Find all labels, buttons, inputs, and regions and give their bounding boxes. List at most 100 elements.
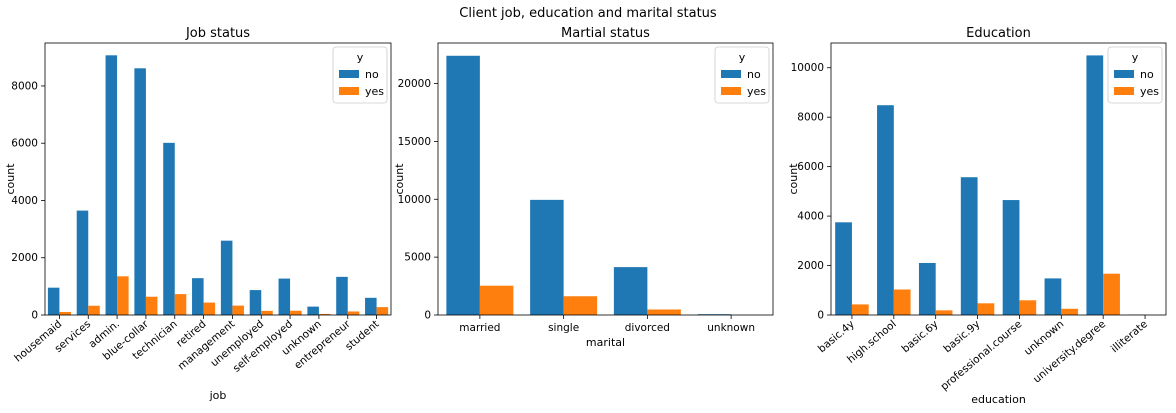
bar: [960, 177, 978, 315]
x-tick-label: basic.6y: [900, 318, 941, 355]
bar: [376, 307, 389, 315]
bar: [290, 310, 302, 315]
bar: [893, 289, 911, 315]
bar: [613, 267, 648, 315]
chart-title: Martial status: [561, 26, 650, 41]
bar: [530, 199, 564, 315]
bar: [174, 294, 187, 315]
bar: [134, 68, 146, 315]
bar: [365, 297, 377, 315]
legend-swatch: [339, 70, 359, 78]
x-tick-label: basic.9y: [941, 318, 982, 355]
bar: [307, 306, 319, 315]
legend-swatch: [721, 70, 741, 78]
x-tick-label: illiterate: [1109, 318, 1150, 355]
plot-frame: [830, 42, 1167, 316]
legend-entry: no: [365, 68, 379, 81]
y-tick-label: 2000: [797, 260, 824, 272]
y-tick-label: 10000: [398, 194, 431, 206]
bar: [347, 311, 360, 315]
bar: [563, 296, 598, 315]
bar: [47, 287, 60, 315]
y-tick-label: 4000: [797, 211, 824, 223]
bar: [1019, 300, 1037, 315]
bar: [220, 240, 233, 315]
y-tick-label: 8000: [797, 112, 824, 124]
bar: [935, 310, 953, 315]
legend-entry: yes: [365, 85, 384, 98]
bar: [145, 296, 158, 315]
bar: [88, 305, 100, 315]
bar: [203, 302, 216, 315]
y-axis-label: count: [787, 163, 800, 195]
y-axis-label: count: [393, 163, 406, 195]
bar: [59, 311, 71, 315]
y-tick-label: 10000: [791, 62, 824, 74]
y-tick-label: 4000: [11, 195, 38, 207]
y-tick-label: 0: [817, 310, 824, 322]
bar: [647, 309, 681, 315]
x-tick-label: single: [548, 322, 579, 334]
legend-title: y: [739, 51, 746, 64]
bar: [446, 55, 480, 316]
y-tick-label: 0: [424, 310, 431, 322]
bar: [1002, 200, 1020, 315]
x-tick-label: university.degree: [1031, 318, 1108, 385]
bar: [1103, 273, 1120, 315]
bar: [232, 305, 244, 315]
bar: [1086, 55, 1104, 316]
legend-swatch: [1114, 87, 1134, 95]
legend-swatch: [721, 87, 741, 95]
y-axis-label: count: [4, 163, 17, 195]
bar: [278, 278, 291, 315]
bar: [76, 210, 89, 315]
chart-0: Job status02000400060008000housemaidserv…: [4, 26, 392, 402]
plot-frame: [437, 42, 774, 316]
y-tick-label: 20000: [398, 78, 431, 90]
y-tick-label: 6000: [11, 138, 38, 150]
legend: yno yes: [714, 46, 770, 104]
y-tick-label: 5000: [404, 252, 431, 264]
bar: [918, 262, 936, 315]
bar: [479, 285, 514, 315]
bar: [163, 142, 175, 315]
chart-1: Martial status 0 5000 10000 15000 20000 marrie…: [393, 26, 774, 349]
bar: [117, 276, 129, 315]
legend-swatch: [1114, 70, 1134, 78]
x-axis-label: job: [209, 389, 227, 402]
legend-entry: yes: [1140, 85, 1159, 98]
bar: [877, 105, 894, 315]
legend-entry: no: [747, 68, 761, 81]
chart-2: Education0200040006000800010000basic.4yh…: [787, 26, 1167, 406]
bar: [835, 222, 852, 315]
y-tick-label: 0: [31, 310, 38, 322]
legend-entry: no: [1140, 68, 1154, 81]
x-tick-label: divorced: [625, 322, 670, 334]
x-tick-label: professional.course: [938, 318, 1024, 393]
bar: [1061, 308, 1079, 315]
x-tick-label: married: [459, 322, 500, 334]
y-tick-label: 15000: [398, 136, 431, 148]
x-tick-label: unknown: [707, 322, 755, 334]
plot-frame: [44, 42, 392, 316]
legend-title: y: [357, 51, 364, 64]
x-axis-label: marital: [586, 336, 625, 349]
bar: [249, 290, 262, 315]
y-tick-label: 8000: [11, 80, 38, 92]
legend: yno yes: [1107, 46, 1163, 104]
bar: [977, 303, 995, 315]
chart-title: Education: [966, 26, 1031, 41]
y-tick-label: 2000: [11, 252, 38, 264]
legend-swatch: [339, 87, 359, 95]
bar: [851, 304, 869, 315]
bar: [318, 313, 331, 315]
figure-suptitle: Client job, education and marital status: [459, 6, 717, 21]
y-tick-label: 6000: [797, 161, 824, 173]
legend-title: y: [1132, 51, 1139, 64]
legend: yno yes: [332, 46, 388, 104]
x-axis-label: education: [971, 393, 1026, 406]
chart-title: Job status: [185, 26, 250, 41]
legend-entry: yes: [747, 85, 766, 98]
